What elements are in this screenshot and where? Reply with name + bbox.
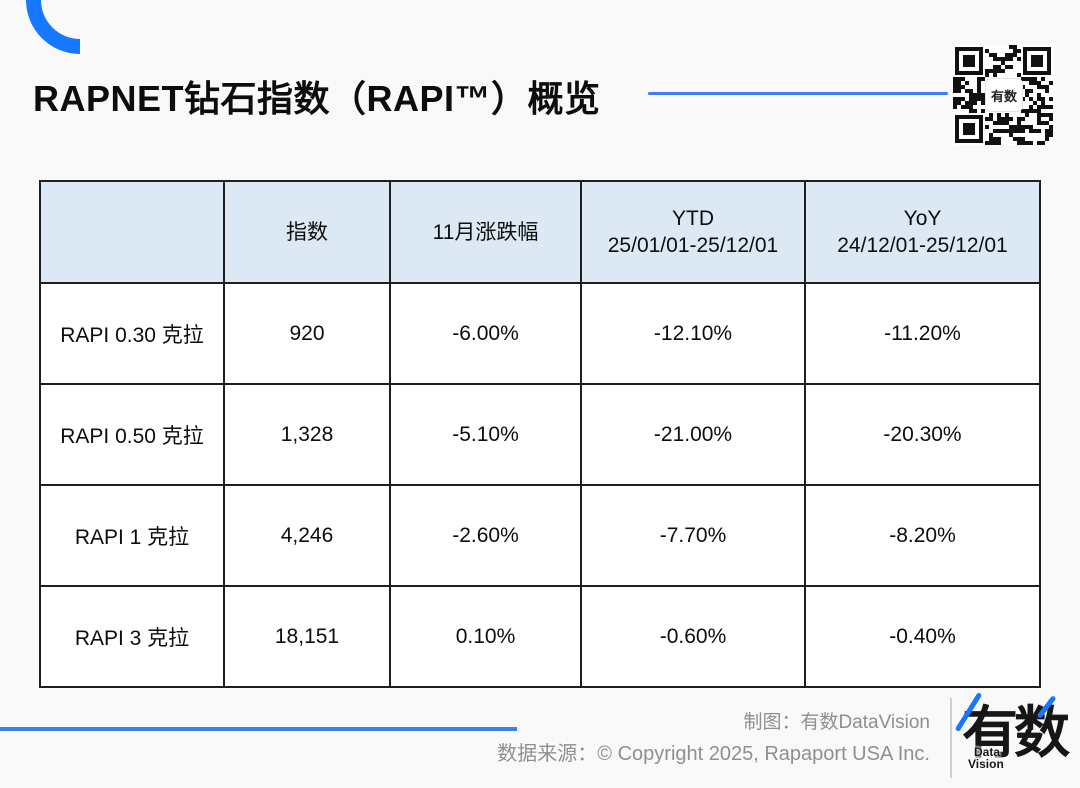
- table-row: RAPI 1 克拉 4,246 -2.60% -7.70% -8.20%: [39, 484, 1041, 587]
- header-cell-ytd: YTD 25/01/01-25/12/01: [580, 180, 806, 284]
- qr-modules-svg: [953, 45, 1053, 145]
- row-label: RAPI 0.50 克拉: [39, 383, 225, 486]
- qr-code-icon: 有数: [953, 45, 1053, 145]
- table-row: RAPI 3 克拉 18,151 0.10% -0.60% -0.40%: [39, 585, 1041, 688]
- cell-ytd: -7.70%: [580, 484, 806, 587]
- logo-subtext-vision: Vision: [968, 757, 1004, 771]
- row-label: RAPI 0.30 克拉: [39, 282, 225, 385]
- table-header-row: 指数 11月涨跌幅 YTD 25/01/01-25/12/01 YoY 24/1…: [39, 180, 1041, 284]
- cell-ytd: -12.10%: [580, 282, 806, 385]
- rapi-overview-table: 指数 11月涨跌幅 YTD 25/01/01-25/12/01 YoY 24/1…: [39, 180, 1041, 688]
- cell-ytd: -0.60%: [580, 585, 806, 688]
- header-sublabel: 24/12/01-25/12/01: [837, 234, 1008, 257]
- cell-monthly: -5.10%: [389, 383, 582, 486]
- cell-index: 920: [223, 282, 391, 385]
- header-label: YoY: [903, 207, 942, 230]
- header-sublabel: 25/01/01-25/12/01: [607, 234, 779, 257]
- cell-yoy: -8.20%: [804, 484, 1041, 587]
- header-cell-monthly-change: 11月涨跌幅: [389, 180, 582, 284]
- header-label: YTD: [672, 207, 714, 230]
- footer-divider: [950, 698, 952, 778]
- table-row: RAPI 0.30 克拉 920 -6.00% -12.10% -11.20%: [39, 282, 1041, 385]
- cell-ytd: -21.00%: [580, 383, 806, 486]
- qr-finder-patterns: [955, 47, 1051, 143]
- qr-center-logo: 有数: [985, 78, 1023, 112]
- logo-text: 有数: [962, 701, 1070, 764]
- cell-monthly: -2.60%: [389, 484, 582, 587]
- cell-yoy: -20.30%: [804, 383, 1041, 486]
- cell-index: 4,246: [223, 484, 391, 587]
- datavision-logo: 有数 Data Vision: [954, 688, 1077, 783]
- header-cell-yoy: YoY 24/12/01-25/12/01: [804, 180, 1041, 284]
- table-row: RAPI 0.50 克拉 1,328 -5.10% -21.00% -20.30…: [39, 383, 1041, 486]
- cell-monthly: 0.10%: [389, 585, 582, 688]
- header-cell-index: 指数: [223, 180, 391, 284]
- page-title: RAPNET钻石指数（RAPI™）概览: [33, 78, 601, 119]
- data-source-text: 数据来源：© Copyright 2025, Rapaport USA Inc.: [497, 743, 930, 765]
- header-label: 11月涨跌幅: [432, 220, 539, 244]
- arc-decoration-icon: [26, 0, 80, 54]
- logo-subtext-data: Data: [974, 745, 1001, 759]
- qr-center-label: 有数: [990, 88, 1017, 104]
- footer-accent-line: [0, 727, 517, 731]
- credit-text: 制图：有数DataVision: [743, 712, 930, 733]
- cell-yoy: -0.40%: [804, 585, 1041, 688]
- cell-monthly: -6.00%: [389, 282, 582, 385]
- cell-index: 18,151: [223, 585, 391, 688]
- header-cell-blank: [39, 180, 225, 284]
- row-label: RAPI 1 克拉: [39, 484, 225, 587]
- row-label: RAPI 3 克拉: [39, 585, 225, 688]
- title-underline: [648, 92, 948, 95]
- cell-index: 1,328: [223, 383, 391, 486]
- cell-yoy: -11.20%: [804, 282, 1041, 385]
- header-label: 指数: [286, 220, 328, 244]
